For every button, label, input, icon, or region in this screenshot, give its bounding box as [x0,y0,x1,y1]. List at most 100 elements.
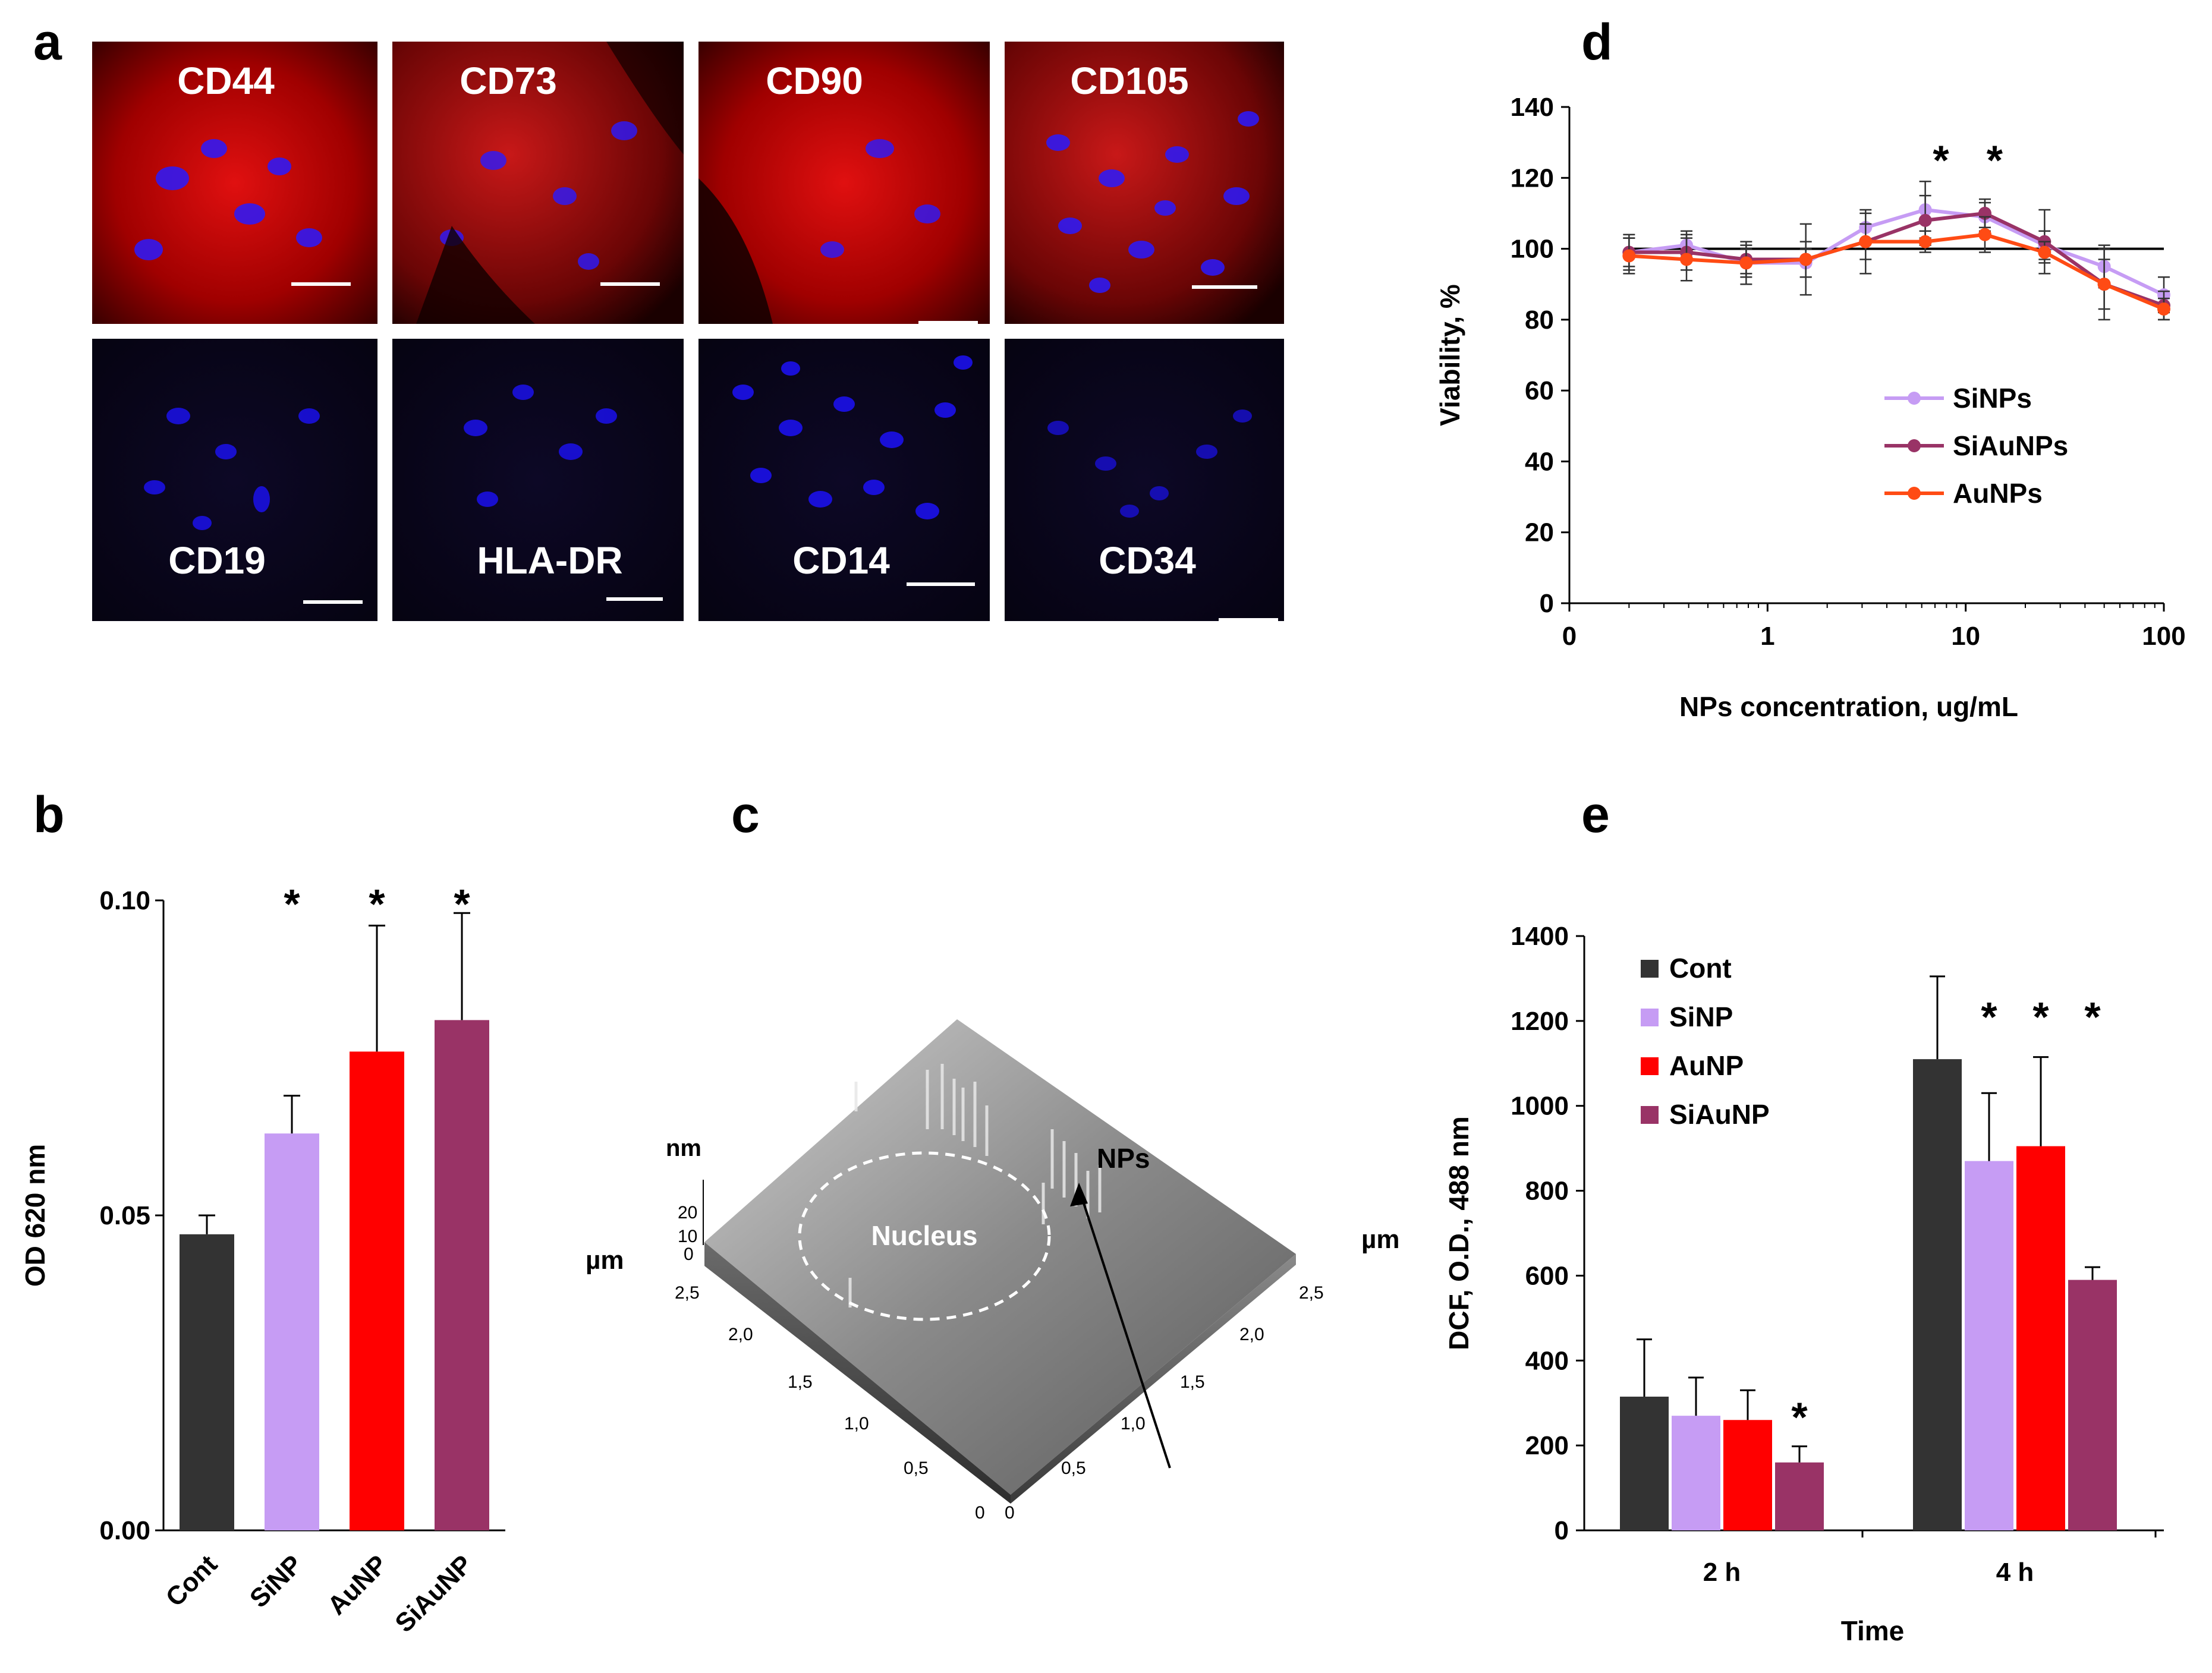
nucleus-outline [798,1151,1051,1321]
marker-label-cd19: CD19 [168,539,266,582]
bar-cont-2h [1620,1397,1669,1530]
point-aunps [1680,253,1694,266]
series-line-siaunps [1629,211,2165,307]
nucleus-label: Nucleus [871,1220,978,1251]
significance-marker: * [1933,137,1949,183]
micrograph-cd105: CD105 [1005,42,1284,324]
marker-label-cd34: CD34 [1099,539,1196,582]
marker-label-cd73: CD73 [460,59,557,102]
marker-label-cd14: CD14 [792,539,890,582]
micrograph-cd19: CD19 [92,339,377,621]
nps-arrow-shaft [1078,1188,1171,1469]
micrograph-cd73: CD73 [392,42,684,324]
point-aunps [1739,256,1753,270]
legend-swatch-aunp [1641,1057,1659,1075]
series-line-aunps [1629,232,2165,311]
chart-b-od620: 0.00 0.05 0.10 Cont * SiNP * AuNP * SiAuNP OD 620 … [20,881,505,1638]
bar-aunp-2h [1723,1420,1772,1530]
micrograph-cd90: CD90 [698,42,990,324]
afm-topography-panel: Nucleus NPs nm 20 10 0 µm µm 2,5 2,0 1,5… [586,1019,1399,1523]
y-tick-label: 120 [1511,163,1554,193]
y-tick-label: 80 [1525,305,1554,335]
panel-label-c: c [731,786,760,843]
chart-e-dcf: 0 200 400 600 800 1000 1200 1400 * 2 h * * * 4 h Cont S… [1443,922,2164,1646]
micrograph-cd14: CD14 [698,339,990,621]
afm-right-axis-ticks: 0 0,5 1,0 1,5 2,0 2,5 [1005,1283,1324,1523]
x-axis-title: NPs concentration, ug/mL [1679,691,2018,722]
y-tick-label: 0 [1555,1516,1569,1545]
afm-um-left-label: µm [586,1246,624,1275]
micrograph-hla-dr: HLA-DR [392,339,684,621]
legend-marker-sinps [1908,392,1921,405]
point-aunps [1859,235,1873,248]
marker-label-cd44: CD44 [177,59,275,102]
marker-label-cd90: CD90 [766,59,863,102]
x-tick-label: 1 [1760,622,1774,651]
microscopy-panel: CD44 CD73 CD90 [92,42,1284,621]
bar-siaunp-4h [2068,1280,2117,1530]
afm-right-tick: 2,5 [1299,1283,1324,1303]
panel-label-d: d [1581,14,1613,71]
bar-siaunp [435,1020,489,1530]
panel-label-e: e [1581,786,1610,843]
legend-label-aunps: AuNPs [1953,478,2043,509]
afm-left-tick: 1,0 [844,1414,869,1433]
point-aunps [1622,249,1636,263]
x-tick-label: SiNP [244,1549,308,1613]
y-axis-title: OD 620 nm [20,1144,51,1287]
bar-sinp-4h [1965,1161,2013,1530]
point-aunps [1799,253,1813,266]
y-tick-label: 400 [1525,1346,1569,1375]
nps-label: NPs [1097,1143,1150,1174]
legend-label-aunp: AuNP [1669,1050,1744,1081]
afm-left-axis-ticks: 2,5 2,0 1,5 1,0 0,5 0 [675,1283,985,1523]
micrograph-cd44: CD44 [92,42,377,324]
bar-siaunp-2h [1775,1462,1824,1530]
significance-marker: * [369,881,385,927]
afm-side-left [704,1242,1011,1504]
y-axis-title: DCF, O.D., 488 nm [1443,1116,1474,1350]
significance-marker: * [454,881,470,927]
afm-right-tick: 2,0 [1239,1325,1264,1344]
x-tick-label: 0 [1562,622,1577,651]
y-tick-label: 800 [1525,1177,1569,1206]
x-tick-label: 10 [1951,622,1980,651]
bar-cont [180,1234,234,1530]
x-tick-label: Cont [161,1549,224,1612]
afm-left-tick: 2,5 [675,1283,700,1303]
chart-d-viability: 0 20 40 60 80 100 120 140 0 1 10 100 * * SiNPs SiAuNPs A… [1434,93,2186,722]
afm-um-right-label: µm [1361,1225,1399,1254]
x-tick-label: AuNP [322,1549,393,1620]
bar-aunp [350,1051,404,1530]
afm-z-tick-10: 10 [678,1227,697,1246]
x-tick-label: 100 [2142,622,2185,651]
point-siaunps [1918,213,1932,227]
afm-left-tick: 0,5 [904,1458,929,1478]
afm-z-tick-20: 20 [678,1203,697,1223]
legend-label-sinp: SiNP [1669,1001,1733,1032]
bar-cont-4h [1913,1059,1962,1530]
y-tick-label: 0 [1540,589,1554,618]
significance-marker: * [1981,994,1997,1040]
point-aunps [2157,302,2170,316]
x-axis-title: Time [1841,1615,1905,1646]
afm-right-tick: 0 [1005,1503,1015,1523]
nps-arrow-head [1070,1183,1088,1206]
afm-left-tick: 2,0 [728,1325,753,1344]
afm-right-tick: 1,0 [1121,1414,1146,1433]
y-tick-label: 60 [1525,376,1554,405]
point-aunps [1978,228,1991,241]
afm-side-right [1011,1254,1296,1504]
y-tick-label: 1400 [1511,922,1569,951]
afm-right-tick: 0,5 [1061,1458,1086,1478]
significance-marker: * [2032,994,2049,1040]
y-tick-label: 1200 [1511,1007,1569,1036]
bar-sinp-2h [1672,1416,1720,1530]
significance-marker: * [1987,137,2003,183]
point-aunps [1918,235,1932,248]
significance-marker: * [284,881,300,927]
afm-left-tick: 0 [975,1503,985,1523]
marker-label-hla-dr: HLA-DR [477,539,622,582]
point-aunps [2097,278,2111,291]
